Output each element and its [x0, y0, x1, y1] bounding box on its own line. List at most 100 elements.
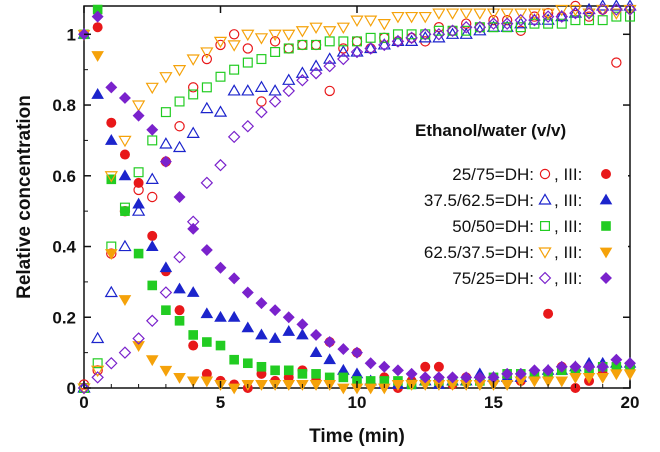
data-point	[268, 84, 282, 96]
data-point	[432, 28, 446, 41]
data-point	[473, 20, 487, 34]
data-point	[379, 32, 390, 43]
data-point	[147, 191, 158, 203]
data-point	[77, 381, 91, 395]
data-point	[186, 286, 200, 297]
data-point	[255, 297, 268, 310]
y-tick-label: 0.4	[52, 238, 76, 257]
data-point	[582, 6, 596, 20]
data-point	[323, 353, 336, 365]
data-point	[500, 17, 514, 30]
data-point	[200, 47, 214, 59]
data-point	[473, 371, 486, 384]
data-point	[420, 29, 431, 40]
data-point	[611, 11, 622, 22]
data-point	[227, 40, 241, 52]
data-point	[527, 8, 542, 20]
y-tick-label: 0	[67, 379, 76, 398]
data-point	[268, 95, 282, 108]
data-point	[543, 308, 554, 319]
x-tick-label: 5	[216, 393, 225, 412]
data-point	[323, 336, 336, 348]
data-point	[200, 101, 214, 114]
data-point	[105, 356, 118, 370]
data-point	[515, 22, 526, 33]
data-point	[473, 8, 487, 20]
series-62-5-37-5-dh	[77, 4, 637, 395]
data-point	[174, 121, 185, 132]
data-point	[555, 10, 568, 23]
x-tick-label: 10	[348, 393, 367, 412]
y-axis-ticks: 0 0.2 0.4 0.6 0.8 1	[52, 25, 630, 398]
data-point	[92, 22, 103, 33]
legend-entry-label: 62.5/37.5=DH:	[424, 243, 534, 262]
legend-entry-iii-label: , III:	[554, 217, 582, 236]
data-point	[147, 135, 158, 146]
data-point	[610, 369, 623, 381]
data-point	[145, 355, 159, 367]
data-point	[119, 149, 130, 160]
data-point	[200, 376, 214, 388]
data-point	[611, 57, 622, 68]
data-point	[584, 15, 595, 26]
y-tick-label: 0.2	[52, 308, 76, 327]
data-point	[310, 328, 323, 341]
data-point	[364, 15, 378, 27]
data-point	[500, 380, 514, 391]
data-point	[254, 80, 269, 92]
data-point	[569, 6, 582, 20]
data-point	[160, 107, 171, 118]
legend-entry-label: 75/25=DH:	[452, 269, 534, 288]
data-point	[270, 46, 281, 57]
data-point	[418, 11, 432, 24]
data-point	[377, 38, 391, 50]
legend-entry: 50/50=DH: , III:	[452, 217, 611, 236]
legend-entry: 25/75=DH: , III:	[452, 165, 612, 184]
data-point	[502, 22, 513, 33]
data-point	[91, 331, 105, 344]
data-point	[254, 33, 269, 45]
legend-marker-iii	[599, 193, 613, 205]
data-point	[337, 52, 350, 66]
data-point	[145, 82, 159, 95]
data-point	[297, 369, 308, 379]
data-point	[242, 43, 253, 54]
legend-rows: 25/75=DH:, III: 37.5/62.5=DH:, III: 50/50=…	[424, 165, 613, 288]
data-point	[241, 29, 255, 42]
y-tick-label: 1	[67, 25, 76, 44]
data-point	[364, 42, 377, 55]
data-point	[597, 15, 608, 26]
data-point	[460, 371, 473, 384]
legend-entry: 37.5/62.5=DH: , III:	[424, 191, 613, 210]
data-point	[433, 25, 444, 36]
data-point	[542, 364, 555, 377]
data-point	[186, 126, 200, 138]
data-point	[297, 39, 308, 50]
data-point	[569, 360, 582, 373]
data-point	[311, 39, 322, 50]
data-point	[514, 8, 528, 20]
data-point	[514, 13, 528, 27]
legend-background	[378, 112, 628, 288]
data-point	[255, 380, 268, 391]
legend-marker-iii	[599, 247, 613, 259]
data-point	[106, 117, 117, 128]
data-point	[323, 52, 337, 64]
legend-marker-iii	[600, 272, 612, 284]
data-point	[282, 84, 295, 98]
data-point	[241, 286, 254, 299]
data-point	[159, 137, 173, 149]
data-point	[173, 250, 186, 264]
data-point	[391, 380, 405, 391]
data-point	[609, 8, 623, 20]
legend-entry-label: 50/50=DH:	[452, 217, 534, 236]
data-point	[623, 4, 637, 17]
data-point	[610, 3, 623, 16]
data-point	[214, 310, 227, 322]
data-point	[582, 372, 596, 384]
data-point	[378, 38, 391, 52]
data-point	[295, 26, 310, 38]
data-point	[145, 240, 159, 251]
data-point	[323, 26, 337, 38]
data-point	[201, 82, 212, 93]
